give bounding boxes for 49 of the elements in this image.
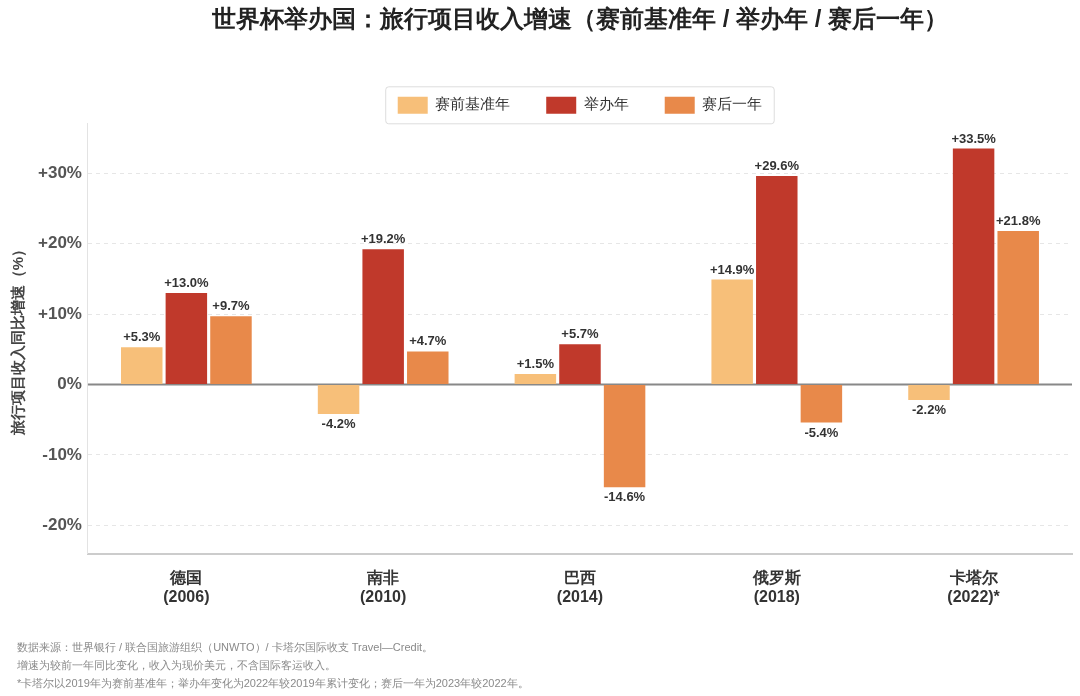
data-label: +5.3% [123, 329, 161, 345]
source-note: 数据来源：世界银行 / 联合国旅游组织（UNWTO）/ 卡塔尔国际收支 Travel—Credit。 [17, 640, 435, 655]
data-label: +29.6% [754, 158, 800, 174]
data-label: +21.8% [995, 212, 1041, 228]
data-label: +9.7% [212, 298, 251, 314]
bar [711, 279, 753, 384]
bar [559, 344, 601, 384]
bar [952, 148, 995, 384]
data-label: +4.7% [409, 333, 447, 349]
y-tick-label: 0% [57, 374, 82, 394]
data-label: +1.5% [516, 356, 555, 372]
x-tick-label: 卡塔尔 (2022)* [947, 568, 1001, 605]
bar [997, 230, 1039, 384]
bar [317, 385, 360, 415]
y-tick-label: +10% [38, 303, 82, 323]
x-tick-label: 南非 (2010) [360, 568, 407, 605]
bar [514, 373, 557, 384]
data-label: -4.2% [321, 416, 356, 432]
data-label: +13.0% [164, 274, 210, 290]
bar [407, 351, 449, 384]
x-tick-label: 德国 (2006) [163, 568, 210, 605]
y-tick-label: +30% [38, 162, 82, 182]
data-label: -14.6% [603, 489, 646, 505]
text: 增速为较前一年同比变化，收入为现价美元，不含国际客运收入。 [17, 658, 337, 673]
data-label: +14.9% [709, 261, 755, 277]
x-tick-label: 巴西 (2014) [556, 568, 604, 605]
data-label: -2.2% [912, 402, 947, 418]
legend-label: 赛前基准年 [435, 95, 511, 113]
data-label: +33.5% [951, 130, 997, 146]
bar [908, 385, 950, 400]
y-tick-label: -20% [42, 515, 82, 535]
bar [165, 292, 208, 384]
y-tick-label: -10% [42, 444, 82, 464]
data-label: +5.7% [561, 326, 600, 342]
data-label: -5.4% [804, 424, 839, 440]
bar [121, 347, 163, 384]
y-tick-label: +20% [38, 233, 82, 253]
legend-label: 赛后一年 [702, 95, 763, 113]
text: *卡塔尔以2019年为赛前基准年；举办年变化为2022年较2019年累计变化；赛后一年为2023年较2022年。 [17, 676, 529, 691]
bar [362, 249, 404, 384]
x-tick-label: 俄罗斯 (2018) [751, 568, 801, 605]
y-axis-title: 旅行项目收入同比增速（%） [9, 242, 27, 437]
bar [756, 175, 798, 384]
bar [603, 385, 646, 488]
data-label: +19.2% [360, 231, 406, 247]
chart-title: 世界杯举办国：旅行项目收入增速（赛前基准年 / 举办年 / 赛后一年） [210, 5, 948, 33]
bar [210, 316, 252, 384]
bar [800, 385, 843, 423]
legend-label: 举办年 [583, 95, 629, 113]
